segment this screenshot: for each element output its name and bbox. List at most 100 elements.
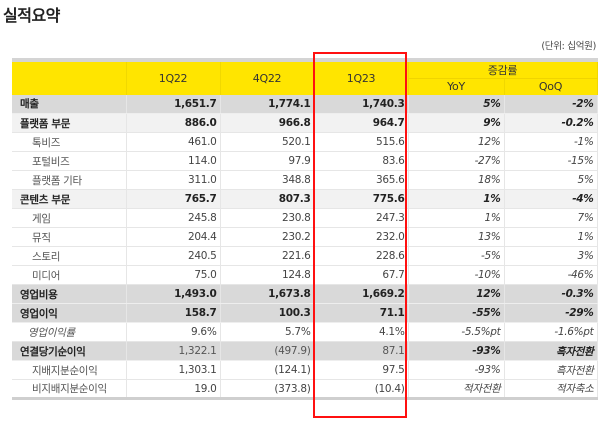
value-1q23: 775.6 [314, 189, 409, 209]
value-4q22: 348.8 [220, 170, 315, 190]
row-label: 연결당기순이익 [12, 341, 127, 361]
row-label: 지배지분순이익 [12, 360, 127, 380]
value-1q22: 9.6% [126, 322, 221, 342]
value-4q22: 5.7% [220, 322, 315, 342]
table-row: 플랫폼 기타 311.0 348.8 365.6 18% 5% [12, 170, 598, 190]
value-1q22: 1,493.0 [126, 284, 221, 304]
value-1q23: 97.5 [314, 360, 409, 380]
row-label: 플랫폼 부문 [12, 113, 127, 133]
value-1q23: 247.3 [314, 208, 409, 228]
value-4q22: (124.1) [220, 360, 315, 380]
value-4q22: (497.9) [220, 341, 315, 361]
table-row: 매출 1,651.7 1,774.1 1,740.3 5% -2% [12, 94, 598, 114]
row-label: 포털비즈 [12, 151, 127, 171]
yoy-change: 12% [408, 284, 505, 304]
value-4q22: 100.3 [220, 303, 315, 323]
yoy-change: 18% [408, 170, 505, 190]
yoy-change: 9% [408, 113, 505, 133]
table-row: 미디어 75.0 124.8 67.7 -10% -46% [12, 265, 598, 285]
value-4q22: 124.8 [220, 265, 315, 285]
yoy-change: -5% [408, 246, 505, 266]
value-4q22: 221.6 [220, 246, 315, 266]
yoy-change: 13% [408, 227, 505, 247]
row-label: 콘텐츠 부문 [12, 189, 127, 209]
table-row: 비지배지분순이익 19.0 (373.8) (10.4) 적자전환 적자축소 [12, 379, 598, 399]
value-1q22: 245.8 [126, 208, 221, 228]
yoy-change: 12% [408, 132, 505, 152]
qoq-change: -2% [504, 94, 598, 114]
qoq-change: 흑자전환 [504, 360, 598, 380]
header-period-1q23: 1Q23 [314, 60, 409, 95]
value-1q23: 515.6 [314, 132, 409, 152]
value-1q22: 311.0 [126, 170, 221, 190]
qoq-change: -46% [504, 265, 598, 285]
qoq-change: 흑자전환 [504, 341, 598, 361]
value-1q22: 114.0 [126, 151, 221, 171]
value-4q22: 1,673.8 [220, 284, 315, 304]
value-4q22: 966.8 [220, 113, 315, 133]
table-row: 영업이익 158.7 100.3 71.1 -55% -29% [12, 303, 598, 323]
value-1q23: 71.1 [314, 303, 409, 323]
qoq-change: -1% [504, 132, 598, 152]
qoq-change: -0.2% [504, 113, 598, 133]
yoy-change: -55% [408, 303, 505, 323]
yoy-change: -27% [408, 151, 505, 171]
value-1q23: 1,669.2 [314, 284, 409, 304]
row-label: 매출 [12, 94, 127, 114]
qoq-change: 7% [504, 208, 598, 228]
value-4q22: 97.9 [220, 151, 315, 171]
row-label: 영업비용 [12, 284, 127, 304]
value-1q22: 75.0 [126, 265, 221, 285]
header-change-group: 증감률 [408, 60, 598, 79]
yoy-change: -93% [408, 360, 505, 380]
value-1q23: (10.4) [314, 379, 409, 399]
qoq-change: -0.3% [504, 284, 598, 304]
yoy-change: 5% [408, 94, 505, 114]
row-label: 영업이익 [12, 303, 127, 323]
table-row: 뮤직 204.4 230.2 232.0 13% 1% [12, 227, 598, 247]
table-row: 영업이익률 9.6% 5.7% 4.1% -5.5%pt -1.6%pt [12, 322, 598, 342]
table-row: 플랫폼 부문 886.0 966.8 964.7 9% -0.2% [12, 113, 598, 133]
qoq-change: 1% [504, 227, 598, 247]
table-row: 콘텐츠 부문 765.7 807.3 775.6 1% -4% [12, 189, 598, 209]
value-4q22: 807.3 [220, 189, 315, 209]
row-label: 스토리 [12, 246, 127, 266]
yoy-change: 적자전환 [408, 379, 505, 399]
value-1q23: 228.6 [314, 246, 409, 266]
table-row: 톡비즈 461.0 520.1 515.6 12% -1% [12, 132, 598, 152]
value-1q22: 158.7 [126, 303, 221, 323]
value-1q22: 19.0 [126, 379, 221, 399]
table-row: 포털비즈 114.0 97.9 83.6 -27% -15% [12, 151, 598, 171]
table-row: 스토리 240.5 221.6 228.6 -5% 3% [12, 246, 598, 266]
value-1q22: 1,651.7 [126, 94, 221, 114]
header-yoy: YoY [408, 78, 505, 95]
row-label: 게임 [12, 208, 127, 228]
value-1q23: 87.1 [314, 341, 409, 361]
value-4q22: 230.8 [220, 208, 315, 228]
table-row: 연결당기순이익 1,322.1 (497.9) 87.1 -93% 흑자전환 [12, 341, 598, 361]
row-label: 비지배지분순이익 [12, 379, 127, 399]
value-1q22: 1,303.1 [126, 360, 221, 380]
qoq-change: -1.6%pt [504, 322, 598, 342]
value-1q22: 240.5 [126, 246, 221, 266]
qoq-change: 적자축소 [504, 379, 598, 399]
value-4q22: 230.2 [220, 227, 315, 247]
row-label: 뮤직 [12, 227, 127, 247]
yoy-change: -10% [408, 265, 505, 285]
table-row: 영업비용 1,493.0 1,673.8 1,669.2 12% -0.3% [12, 284, 598, 304]
value-1q22: 461.0 [126, 132, 221, 152]
yoy-change: 1% [408, 189, 505, 209]
yoy-change: 1% [408, 208, 505, 228]
value-4q22: (373.8) [220, 379, 315, 399]
earnings-summary-table: 1Q22 4Q22 1Q23 증감률 YoY QoQ 매출 1,651.7 1,77… [12, 58, 598, 400]
header-label-column [12, 60, 127, 95]
qoq-change: -4% [504, 189, 598, 209]
qoq-change: -15% [504, 151, 598, 171]
value-1q23: 83.6 [314, 151, 409, 171]
table-row: 게임 245.8 230.8 247.3 1% 7% [12, 208, 598, 228]
value-1q22: 1,322.1 [126, 341, 221, 361]
value-1q22: 886.0 [126, 113, 221, 133]
value-4q22: 520.1 [220, 132, 315, 152]
table-row: 지배지분순이익 1,303.1 (124.1) 97.5 -93% 흑자전환 [12, 360, 598, 380]
header-period-4q22: 4Q22 [220, 60, 315, 95]
